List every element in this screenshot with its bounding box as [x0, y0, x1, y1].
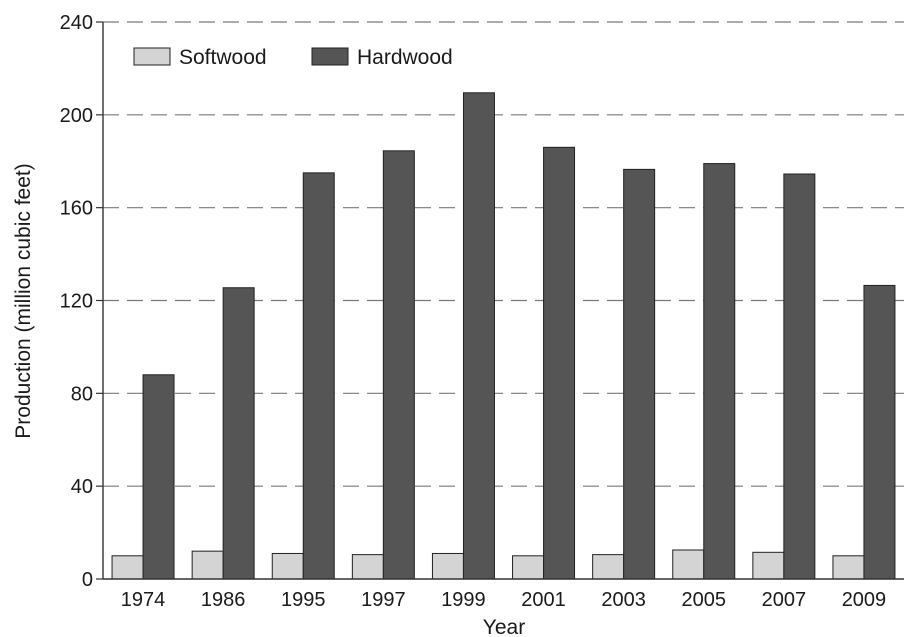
y-tick-label: 200 [60, 105, 93, 127]
bar-softwood-1997 [351, 554, 384, 580]
legend-label-softwood: Softwood [179, 46, 267, 69]
bar-hardwood-2001 [543, 146, 576, 580]
x-tick-label: 1999 [441, 589, 486, 611]
legend: Softwood Hardwood [133, 46, 453, 69]
x-tick-label: 1995 [281, 589, 326, 611]
bar-softwood-2005 [672, 549, 705, 580]
x-tick-label: 2009 [842, 589, 887, 611]
bar-softwood-1999 [431, 552, 464, 580]
x-tick-label: 2003 [601, 589, 646, 611]
bar-softwood-2003 [592, 554, 625, 580]
x-tick-label: 2001 [521, 589, 566, 611]
x-axis-title: Year [483, 616, 525, 637]
bars [111, 92, 896, 580]
x-tick-label: 2007 [762, 589, 807, 611]
bar-hardwood-2009 [863, 284, 896, 580]
bar-hardwood-1974 [142, 374, 175, 580]
y-tick-label: 80 [71, 383, 93, 405]
y-tick-label: 160 [60, 198, 93, 220]
bar-hardwood-2007 [783, 173, 816, 580]
x-tick-label: 2005 [682, 589, 727, 611]
bar-softwood-1986 [191, 550, 224, 580]
axes [96, 21, 904, 580]
y-tick-labels: 0 40 80 120 160 200 240 [60, 12, 93, 591]
y-tick-label: 40 [71, 476, 93, 498]
y-axis-title: Production (million cubic feet) [12, 163, 35, 438]
bar-hardwood-1999 [462, 92, 495, 580]
y-tick-label: 0 [82, 569, 93, 591]
legend-swatch-hardwood [311, 47, 349, 66]
bar-hardwood-1986 [222, 287, 255, 580]
x-tick-label: 1986 [201, 589, 246, 611]
legend-swatch-softwood [133, 47, 171, 66]
bar-softwood-2007 [752, 551, 785, 580]
y-tick-label: 120 [60, 291, 93, 313]
y-tick-label: 240 [60, 12, 93, 34]
bar-hardwood-1997 [382, 150, 415, 580]
x-tick-labels: 1974 1986 1995 1997 1999 2001 2003 2005 2007 2009 [121, 589, 886, 611]
bar-softwood-2009 [832, 555, 865, 580]
x-tick-label: 1997 [361, 589, 406, 611]
bar-softwood-1974 [111, 555, 144, 580]
bar-softwood-1995 [271, 552, 304, 580]
bar-hardwood-2005 [703, 163, 736, 580]
bar-softwood-2001 [512, 555, 545, 580]
x-tick-label: 1974 [121, 589, 166, 611]
bar-hardwood-2003 [623, 168, 656, 580]
legend-label-hardwood: Hardwood [357, 46, 453, 69]
bar-hardwood-1995 [302, 172, 335, 580]
